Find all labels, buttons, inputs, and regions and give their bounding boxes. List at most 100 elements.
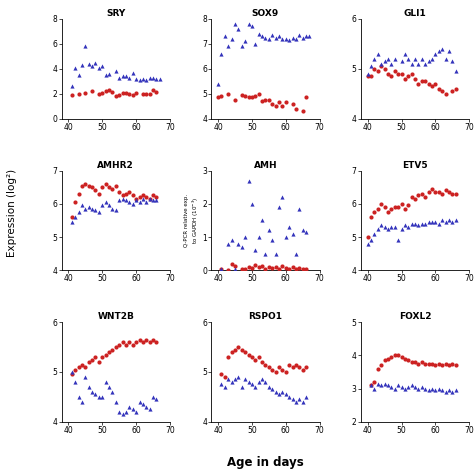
- Point: [452, 217, 459, 224]
- Point: [391, 203, 399, 211]
- Point: [112, 207, 119, 214]
- Point: [119, 89, 127, 97]
- Point: [411, 358, 419, 366]
- Point: [122, 408, 130, 416]
- Point: [292, 250, 300, 257]
- Point: [68, 82, 75, 90]
- Point: [265, 383, 273, 391]
- Point: [82, 373, 89, 381]
- Point: [116, 188, 123, 196]
- Point: [282, 264, 290, 272]
- Point: [425, 360, 432, 367]
- Point: [241, 265, 249, 273]
- Point: [445, 386, 453, 394]
- Point: [398, 225, 405, 233]
- Point: [268, 237, 276, 244]
- Point: [146, 195, 154, 202]
- Point: [295, 31, 303, 39]
- Point: [445, 188, 453, 196]
- Point: [275, 99, 283, 106]
- Point: [371, 208, 378, 216]
- Point: [132, 195, 140, 202]
- Point: [149, 86, 157, 94]
- Point: [245, 378, 252, 386]
- Point: [68, 213, 75, 221]
- Point: [295, 396, 303, 403]
- Point: [411, 55, 419, 63]
- Point: [428, 360, 436, 367]
- Point: [132, 408, 140, 416]
- Point: [381, 57, 388, 65]
- Point: [435, 47, 443, 55]
- Point: [122, 190, 130, 198]
- Point: [374, 205, 382, 212]
- Point: [78, 361, 86, 368]
- Point: [156, 75, 164, 82]
- Point: [218, 265, 225, 273]
- Point: [132, 197, 140, 204]
- Point: [384, 382, 392, 389]
- Point: [438, 88, 446, 95]
- Point: [248, 94, 255, 101]
- Point: [428, 55, 436, 63]
- Point: [299, 34, 307, 41]
- Point: [91, 353, 99, 361]
- Point: [381, 356, 388, 364]
- Point: [371, 65, 378, 73]
- Point: [374, 380, 382, 387]
- Point: [435, 385, 443, 392]
- Point: [268, 386, 276, 393]
- Point: [374, 225, 382, 233]
- Point: [99, 183, 106, 191]
- Title: SRY: SRY: [106, 9, 126, 18]
- Title: GLI1: GLI1: [404, 9, 427, 18]
- Point: [255, 263, 263, 271]
- Point: [126, 74, 133, 82]
- Point: [371, 230, 378, 237]
- Point: [224, 43, 232, 50]
- Point: [105, 348, 113, 356]
- Point: [75, 71, 82, 79]
- Point: [95, 208, 103, 216]
- Point: [371, 378, 378, 386]
- Point: [421, 360, 429, 367]
- Point: [445, 217, 453, 224]
- Point: [364, 73, 372, 80]
- Point: [218, 50, 225, 58]
- Point: [119, 410, 127, 418]
- Point: [248, 23, 255, 30]
- Point: [153, 88, 160, 96]
- Point: [432, 50, 439, 58]
- Point: [268, 366, 276, 374]
- Point: [102, 71, 109, 79]
- Point: [289, 396, 296, 403]
- Point: [425, 386, 432, 394]
- Point: [149, 74, 157, 82]
- Point: [285, 223, 293, 231]
- Point: [238, 91, 246, 99]
- Point: [146, 195, 154, 202]
- Point: [85, 203, 92, 211]
- Point: [129, 200, 137, 208]
- Point: [442, 388, 449, 396]
- Point: [149, 197, 157, 204]
- Point: [428, 185, 436, 192]
- Point: [153, 396, 160, 403]
- Point: [295, 205, 303, 212]
- Point: [408, 193, 415, 201]
- Point: [432, 80, 439, 88]
- Point: [438, 45, 446, 53]
- Point: [285, 393, 293, 401]
- Point: [268, 100, 276, 108]
- Point: [245, 177, 252, 184]
- Point: [388, 383, 395, 391]
- Point: [394, 70, 402, 78]
- Point: [139, 75, 147, 82]
- Point: [302, 265, 310, 273]
- Y-axis label: Q-PCR relative exp.
to GAPDH (10$^{-3}$): Q-PCR relative exp. to GAPDH (10$^{-3}$): [184, 194, 201, 247]
- Point: [129, 406, 137, 413]
- Point: [302, 33, 310, 40]
- Point: [224, 240, 232, 247]
- Point: [401, 75, 409, 82]
- Point: [136, 193, 143, 201]
